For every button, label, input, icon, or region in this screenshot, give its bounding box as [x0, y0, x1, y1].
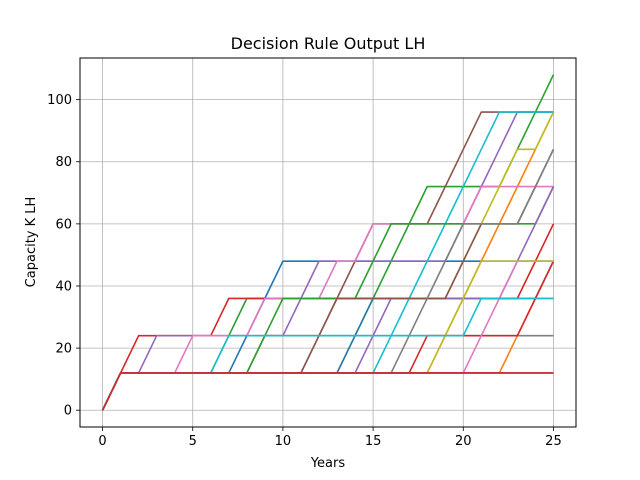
- series-line-3: [101, 74, 555, 411]
- y-tick-label: 60: [55, 217, 72, 232]
- y-tick-label: 80: [55, 155, 72, 170]
- x-tick-label: 5: [189, 434, 197, 449]
- x-tick-label: 15: [365, 434, 382, 449]
- series-line-21: [101, 372, 554, 411]
- series-line-22: [101, 372, 554, 411]
- series-layer: [101, 74, 555, 411]
- x-axis: 0 5 10 15 20 25: [98, 427, 562, 449]
- series-line-7: [101, 185, 554, 411]
- y-tick-label: 40: [55, 279, 72, 294]
- y-axis-title: Capacity K LH: [24, 197, 39, 288]
- y-axis: 0 20 40 60 80 100: [47, 93, 80, 419]
- y-tick-label: 0: [64, 404, 72, 419]
- plot-frame: [79, 57, 577, 428]
- x-tick-label: 10: [275, 434, 292, 449]
- chart-title: Decision Rule Output LH: [231, 34, 426, 53]
- y-tick-label: 20: [55, 342, 72, 357]
- y-tick-label: 100: [47, 93, 72, 108]
- x-tick-label: 25: [545, 434, 562, 449]
- x-tick-label: 20: [455, 434, 472, 449]
- x-tick-label: 0: [98, 434, 106, 449]
- series-line-12: [101, 297, 554, 411]
- series-line-20: [101, 297, 554, 411]
- grid: [80, 58, 576, 427]
- x-axis-title: Years: [310, 456, 346, 471]
